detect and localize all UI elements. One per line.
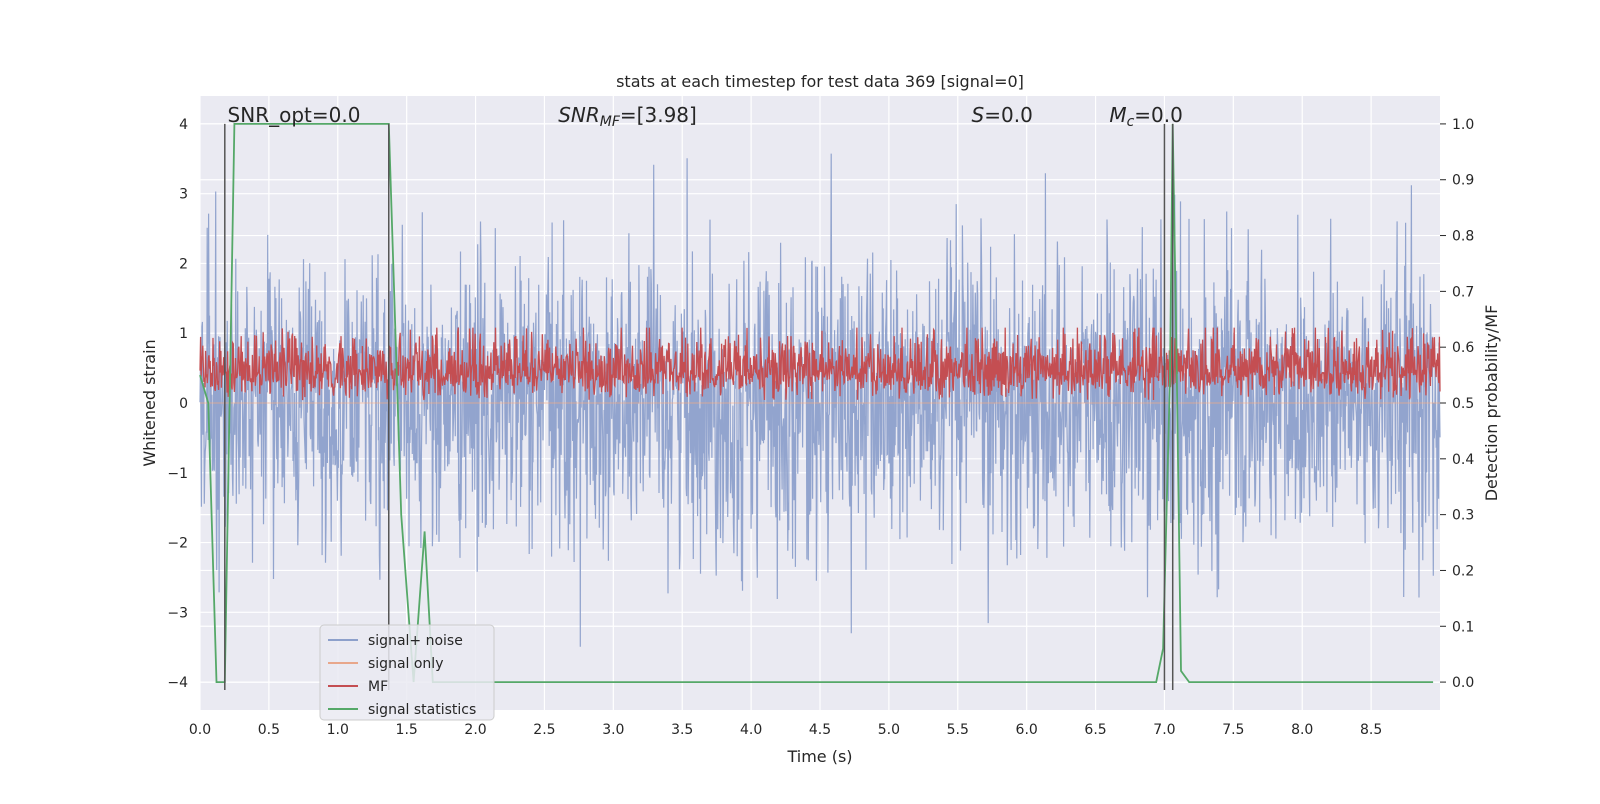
x-tick-label: 2.0 xyxy=(464,722,486,738)
x-tick-label: 2.5 xyxy=(533,722,555,738)
x-tick-label: 1.5 xyxy=(396,722,418,738)
y-tick-label-left: 0 xyxy=(179,396,188,412)
y-tick-label-right: 0.9 xyxy=(1452,173,1474,189)
x-tick-label: 4.0 xyxy=(740,722,762,738)
annotation-suffix: =0.0 xyxy=(1134,103,1183,127)
series-mf xyxy=(199,327,1441,401)
legend-label: MF xyxy=(368,679,388,695)
y-tick-label-right: 0.3 xyxy=(1452,508,1474,524)
x-tick-label: 0.0 xyxy=(189,722,211,738)
legend-box xyxy=(319,624,495,721)
y-tick-label-left: 3 xyxy=(179,187,188,203)
legend: signal+ noise signal only MF signal statist… xyxy=(319,624,495,721)
chart-title: stats at each timestep for test data 369… xyxy=(616,72,1024,91)
x-tick-label: 0.5 xyxy=(258,722,280,738)
y-tick-label-left: 4 xyxy=(179,117,188,133)
series-signal-statistics xyxy=(199,123,1434,683)
y-tick-label-right: 1.0 xyxy=(1452,117,1474,133)
y-tick-label-right: 0.1 xyxy=(1452,619,1474,635)
annotation: SNR_opt=0.0 xyxy=(228,103,361,127)
y-tick-label-right: 0.6 xyxy=(1452,340,1474,356)
x-tick-label: 7.0 xyxy=(1153,722,1175,738)
y-tick-label-left: −2 xyxy=(167,536,188,552)
x-tick-label: 5.0 xyxy=(878,722,900,738)
x-tick-label: 1.0 xyxy=(327,722,349,738)
annotations: SNR_opt=0.0 SNRMF=[3.98] S=0.0 Mc=0.0 xyxy=(228,103,1183,130)
annotation: Mc=0.0 xyxy=(1109,103,1183,130)
legend-label: signal+ noise xyxy=(368,633,463,649)
legend-items: signal+ noise signal only MF signal statist… xyxy=(328,633,476,718)
annotation-main: M xyxy=(1109,103,1126,127)
x-axis-ticks: 0.0 0.5 1.0 1.5 2.0 2.5 3.0 3.5 4.0 4.5 5.0 5.5 6.0 6… xyxy=(189,722,1382,738)
y-tick-label-right: 0.7 xyxy=(1452,284,1474,300)
y-tick-label-right: 0.2 xyxy=(1452,563,1474,579)
y-tick-label-left: 1 xyxy=(179,326,188,342)
y-tick-label-right: 0.4 xyxy=(1452,452,1474,468)
series-layer xyxy=(199,123,1441,683)
y-tick-label-right: 0.5 xyxy=(1452,396,1474,412)
annotation: S=0.0 xyxy=(972,103,1033,127)
annotation-sub: MF xyxy=(600,114,621,130)
y-axis-right-label: Detection probability/MF xyxy=(1482,305,1501,502)
annotation-main: SNR_opt=0.0 xyxy=(228,103,361,127)
series-signal-noise xyxy=(199,153,1441,647)
y-tick-label-left: 2 xyxy=(179,256,188,272)
x-tick-label: 7.5 xyxy=(1222,722,1244,738)
annotation-main: SNR xyxy=(558,103,600,127)
x-axis-label: Time (s) xyxy=(786,747,852,766)
y-tick-label-right: 0.8 xyxy=(1452,229,1474,245)
annotation-main: S xyxy=(972,103,985,127)
y-axis-left-ticks: −4 −3 −2 −1 0 1 2 3 4 xyxy=(167,117,188,691)
legend-label: signal statistics xyxy=(368,702,476,718)
vertical-markers xyxy=(224,123,1174,690)
y-axis-left-label: Whitened strain xyxy=(140,339,159,466)
legend-label: signal only xyxy=(368,656,443,672)
annotation-suffix: =[3.98] xyxy=(620,103,697,127)
y-tick-label-right: 0.0 xyxy=(1452,675,1474,691)
x-tick-label: 3.5 xyxy=(671,722,693,738)
y-tick-label-left: −3 xyxy=(167,605,188,621)
y-axis-right-ticks: 0.0 0.1 0.2 0.3 0.4 0.5 0.6 0.7 0.8 0.9 1.0 xyxy=(1440,117,1474,691)
x-tick-label: 8.5 xyxy=(1360,722,1382,738)
annotation: SNRMF=[3.98] xyxy=(558,103,697,130)
x-tick-label: 3.0 xyxy=(602,722,624,738)
y-tick-label-left: −1 xyxy=(167,466,188,482)
x-tick-label: 5.5 xyxy=(947,722,969,738)
x-tick-label: 8.0 xyxy=(1291,722,1313,738)
x-tick-label: 6.0 xyxy=(1016,722,1038,738)
annotation-suffix: =0.0 xyxy=(984,103,1033,127)
annotation-sub: c xyxy=(1127,114,1135,130)
y-tick-label-left: −4 xyxy=(167,675,188,691)
x-tick-label: 6.5 xyxy=(1084,722,1106,738)
x-tick-label: 4.5 xyxy=(809,722,831,738)
